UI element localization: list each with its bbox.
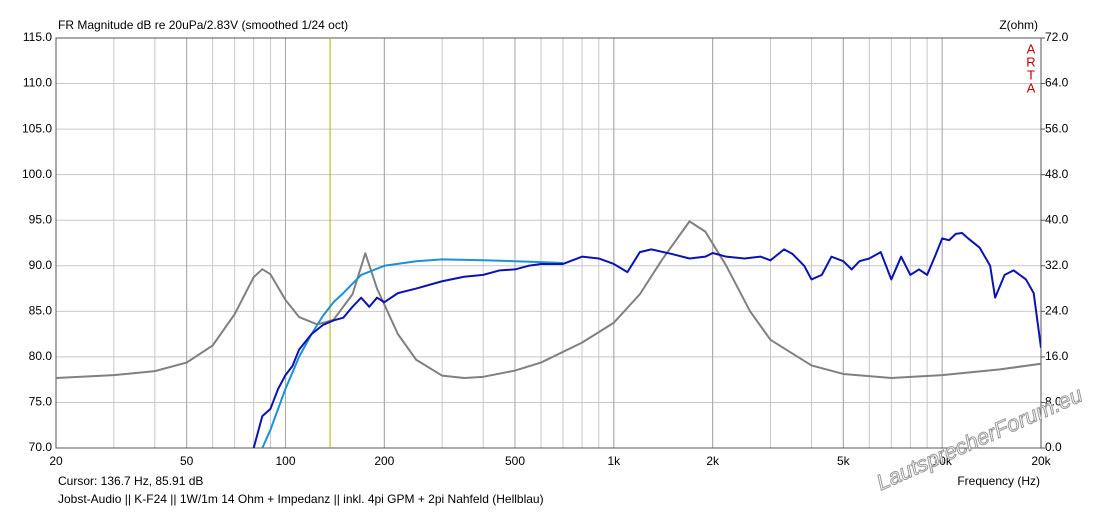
y-tick-label: 75.0 bbox=[29, 395, 53, 409]
cursor-label: Cursor: 136.7 Hz, 85.91 dB bbox=[58, 474, 203, 488]
brand-letter: R bbox=[1026, 54, 1035, 69]
y-tick-label: 90.0 bbox=[29, 258, 53, 272]
x-tick-label: 20 bbox=[49, 454, 63, 468]
series-line bbox=[261, 258, 564, 448]
y2-axis-label: Z(ohm) bbox=[999, 18, 1038, 32]
x-tick-label: 2k bbox=[706, 454, 720, 468]
y2-tick-label: 16.0 bbox=[1045, 349, 1069, 363]
brand-letter: T bbox=[1027, 67, 1035, 82]
x-tick-label: 5k bbox=[837, 454, 851, 468]
y2-tick-label: 40.0 bbox=[1045, 212, 1069, 226]
plot-frame bbox=[55, 37, 1042, 449]
x-tick-label: 200 bbox=[374, 454, 394, 468]
y2-tick-label: 0.0 bbox=[1045, 440, 1062, 454]
y-tick-label: 80.0 bbox=[29, 349, 53, 363]
y2-tick-label: 48.0 bbox=[1045, 167, 1069, 181]
series-line bbox=[56, 220, 1041, 379]
y-tick-label: 110.0 bbox=[23, 76, 52, 90]
brand-letter: A bbox=[1027, 80, 1036, 95]
y-tick-label: 105.0 bbox=[22, 121, 52, 135]
y-tick-label: 95.0 bbox=[29, 212, 53, 226]
x-tick-label: 1k bbox=[607, 454, 621, 468]
y2-tick-label: 8.0 bbox=[1045, 395, 1062, 409]
y-tick-label: 70.0 bbox=[29, 440, 53, 454]
y-tick-label: 85.0 bbox=[29, 304, 53, 318]
y2-tick-label: 64.0 bbox=[1045, 76, 1069, 90]
series-line bbox=[252, 231, 1041, 448]
y-tick-label: 115.0 bbox=[23, 30, 52, 44]
y-tick-label: 100.0 bbox=[22, 167, 52, 181]
y2-tick-label: 32.0 bbox=[1045, 258, 1069, 272]
y2-tick-label: 24.0 bbox=[1045, 304, 1069, 318]
x-tick-label: 500 bbox=[505, 454, 525, 468]
x-tick-label: 100 bbox=[275, 454, 295, 468]
y2-tick-label: 72.0 bbox=[1045, 30, 1069, 44]
chart-title: FR Magnitude dB re 20uPa/2.83V (smoothed… bbox=[58, 18, 348, 32]
x-tick-label: 50 bbox=[180, 454, 194, 468]
y2-tick-label: 56.0 bbox=[1045, 121, 1069, 135]
x-tick-label: 20k bbox=[1031, 454, 1051, 468]
footer: Jobst-Audio || K-F24 || 1W/1m 14 Ohm + I… bbox=[58, 492, 544, 506]
brand-letter: A bbox=[1027, 41, 1036, 56]
x-tick-label: 10k bbox=[932, 454, 952, 468]
x-axis-label: Frequency (Hz) bbox=[957, 474, 1040, 488]
